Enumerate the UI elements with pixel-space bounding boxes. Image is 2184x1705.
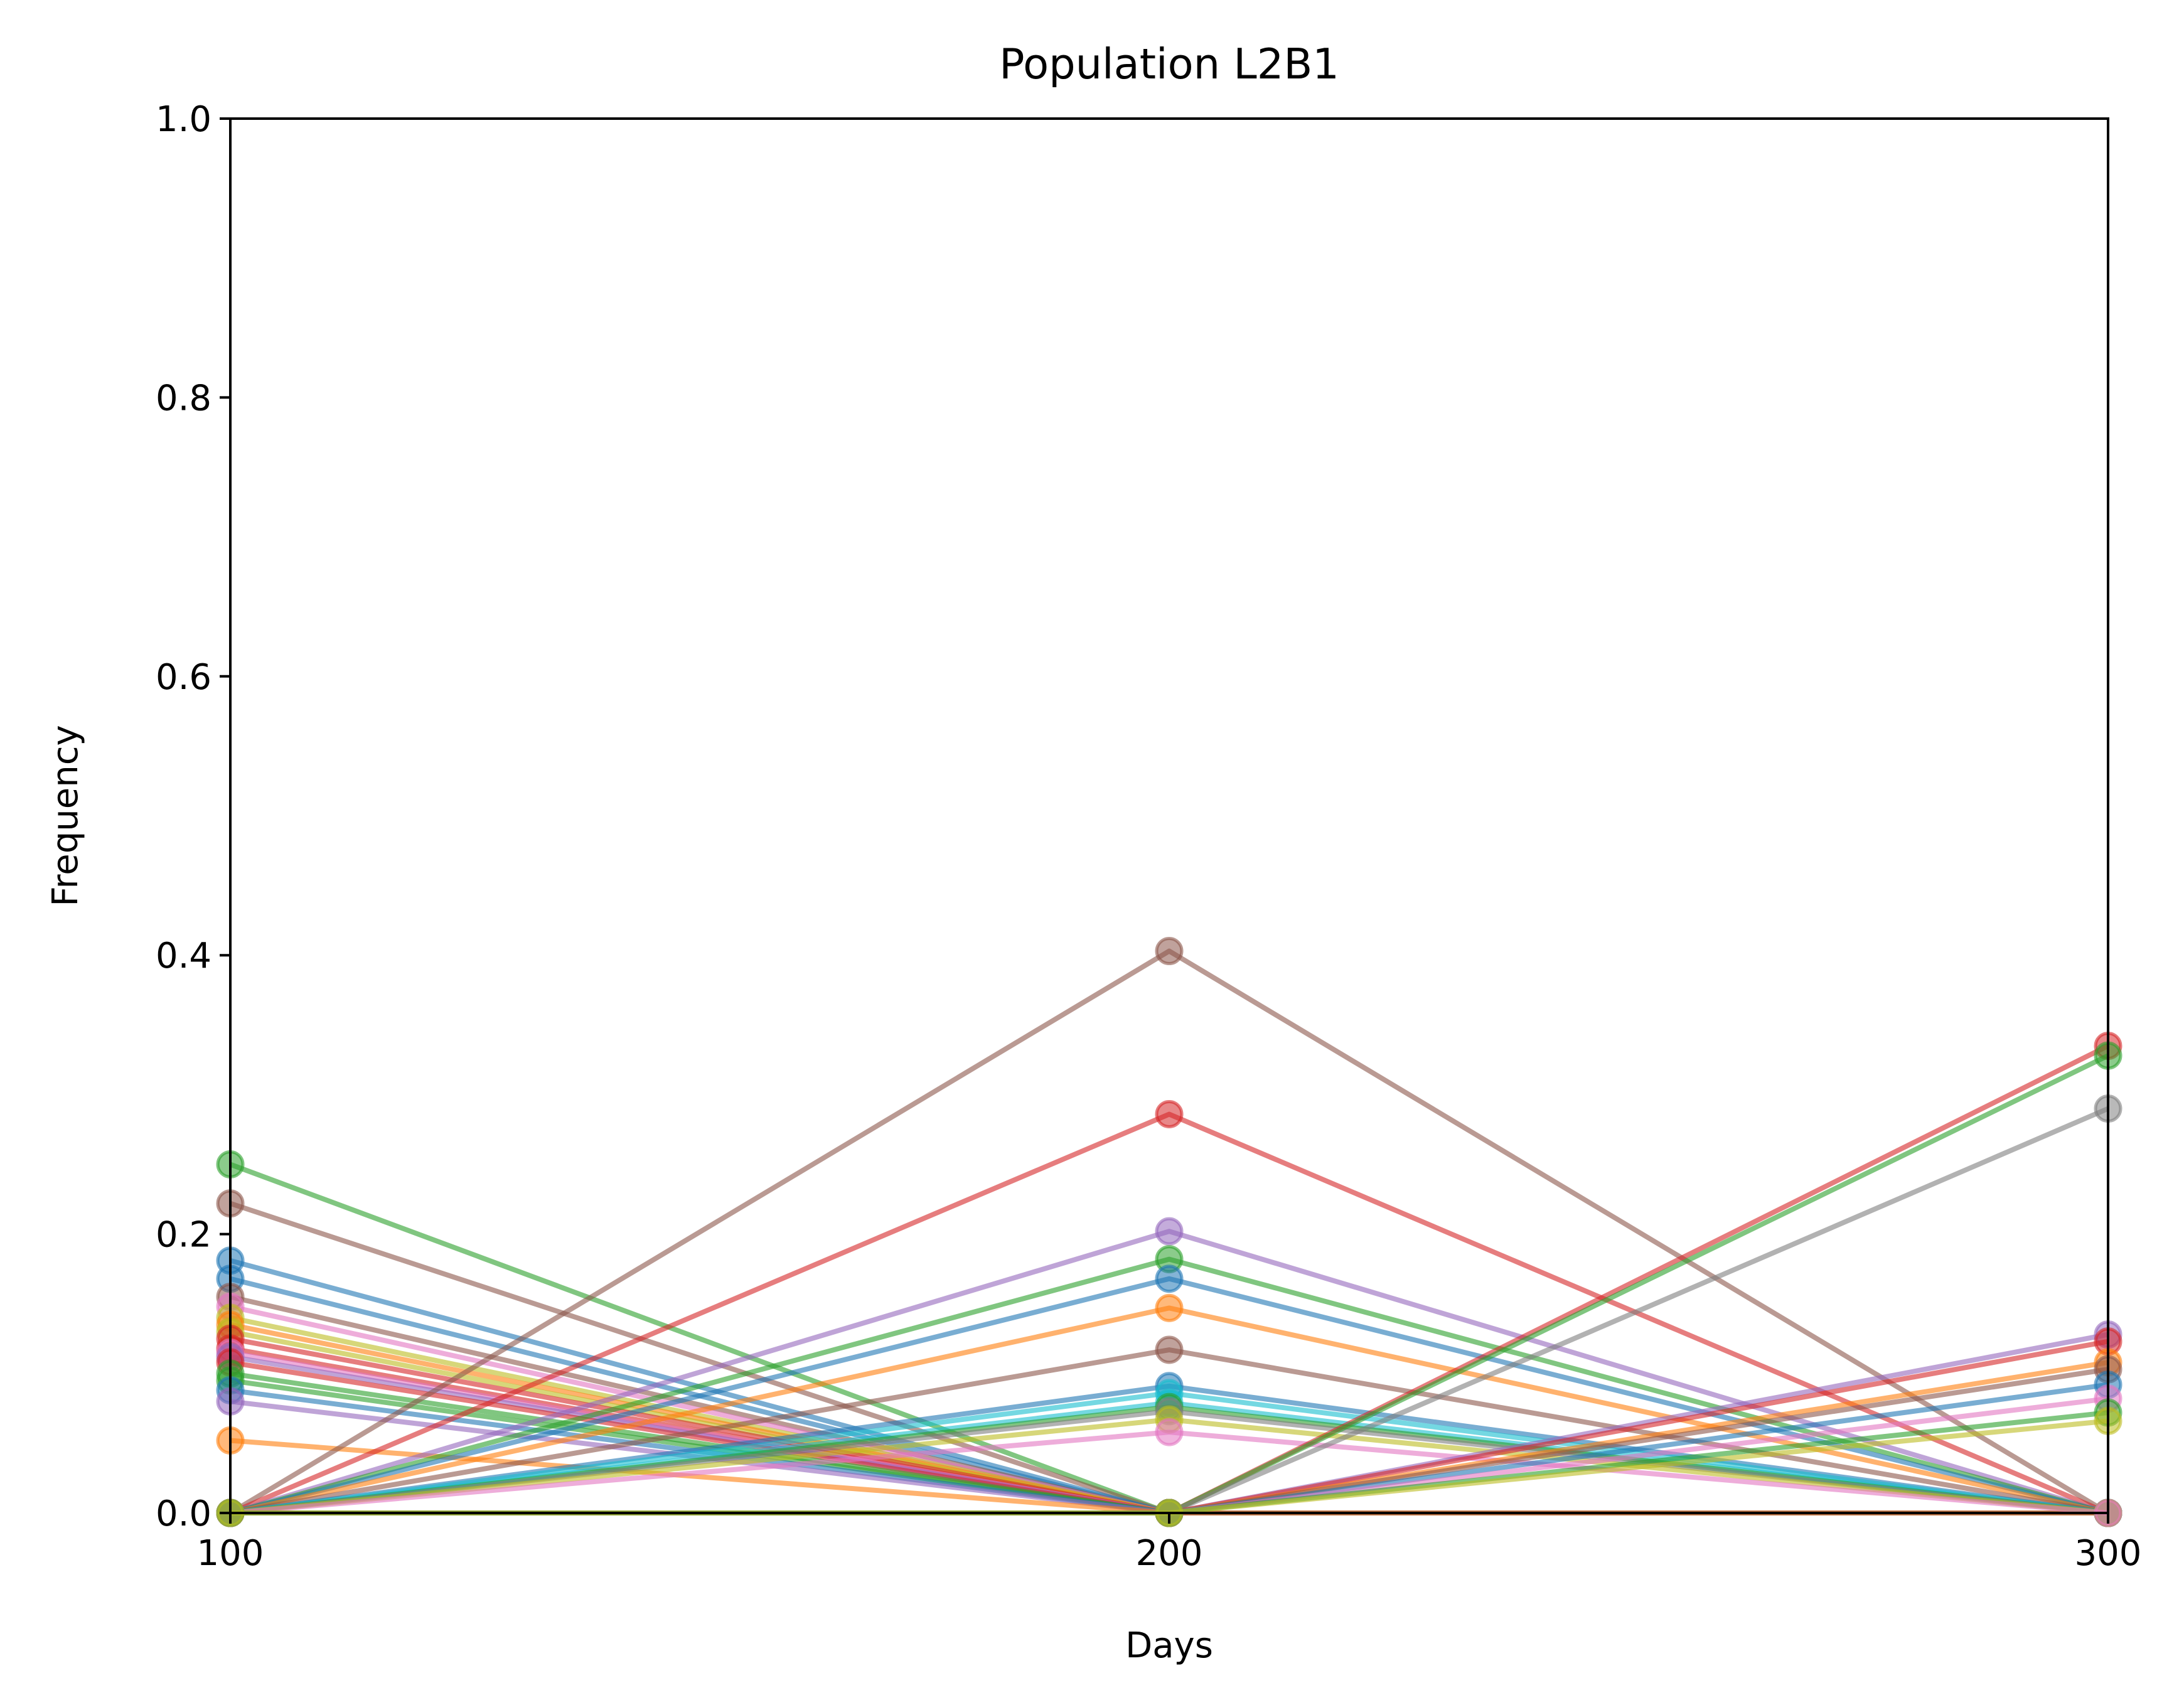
y-axis-title: Frequency (45, 725, 86, 906)
y-tick-label: 0.2 (156, 1215, 211, 1256)
chart-title: Population L2B1 (999, 40, 1339, 88)
y-tick-label: 0.8 (156, 378, 211, 419)
data-point (1155, 1335, 1184, 1364)
y-tick-label: 1.0 (156, 99, 211, 140)
data-point (1155, 1264, 1184, 1293)
x-axis-title: Days (1125, 1625, 1213, 1666)
y-tick-label: 0.6 (156, 657, 211, 698)
y-axis: 0.0 0.2 0.4 0.6 0.8 1.0 (156, 99, 230, 1534)
x-tick-label: 100 (197, 1533, 264, 1574)
x-tick-label: 300 (2075, 1533, 2142, 1574)
data-point (1155, 937, 1184, 966)
x-tick-label: 200 (1136, 1533, 1203, 1574)
y-tick-label: 0.4 (156, 936, 211, 976)
data-point (1155, 1418, 1184, 1446)
y-tick-label: 0.0 (156, 1494, 211, 1534)
data-point (1155, 1217, 1184, 1246)
data-point (1155, 1100, 1184, 1129)
data-point (1155, 1293, 1184, 1322)
x-axis: 100 200 300 (197, 1513, 2142, 1574)
